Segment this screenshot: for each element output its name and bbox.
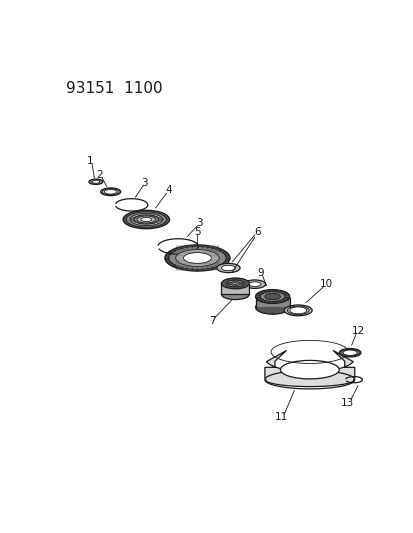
- Ellipse shape: [284, 305, 311, 316]
- Ellipse shape: [289, 307, 306, 314]
- Text: 10: 10: [319, 279, 332, 289]
- Ellipse shape: [92, 180, 100, 183]
- Text: 7: 7: [208, 316, 215, 326]
- Ellipse shape: [232, 280, 237, 282]
- Polygon shape: [255, 298, 289, 308]
- Ellipse shape: [221, 278, 249, 289]
- Ellipse shape: [137, 216, 155, 223]
- Ellipse shape: [89, 179, 103, 184]
- Text: 12: 12: [351, 326, 364, 336]
- Ellipse shape: [225, 280, 244, 287]
- Ellipse shape: [126, 212, 166, 227]
- Ellipse shape: [221, 289, 249, 300]
- Ellipse shape: [243, 280, 265, 288]
- Ellipse shape: [255, 301, 289, 314]
- Text: 2: 2: [96, 170, 103, 180]
- Ellipse shape: [100, 188, 121, 196]
- Ellipse shape: [164, 245, 230, 271]
- Polygon shape: [221, 284, 249, 294]
- Ellipse shape: [221, 265, 235, 271]
- Ellipse shape: [104, 189, 116, 194]
- Ellipse shape: [130, 213, 162, 225]
- Text: 13: 13: [340, 398, 354, 408]
- Ellipse shape: [216, 263, 240, 273]
- Ellipse shape: [237, 282, 243, 285]
- Ellipse shape: [227, 282, 232, 285]
- Ellipse shape: [264, 294, 280, 300]
- Ellipse shape: [232, 285, 237, 287]
- Ellipse shape: [248, 282, 260, 287]
- Ellipse shape: [255, 289, 289, 303]
- Text: 6: 6: [253, 227, 260, 237]
- Text: 93151  1100: 93151 1100: [66, 81, 162, 96]
- Ellipse shape: [260, 292, 284, 302]
- Text: 11: 11: [274, 413, 287, 422]
- Text: 5: 5: [194, 227, 200, 237]
- Ellipse shape: [342, 350, 356, 356]
- Ellipse shape: [176, 249, 218, 266]
- Text: 3: 3: [141, 177, 148, 188]
- Ellipse shape: [140, 217, 151, 221]
- Ellipse shape: [280, 360, 339, 379]
- Ellipse shape: [339, 349, 360, 357]
- Ellipse shape: [133, 215, 158, 224]
- Text: 9: 9: [256, 268, 263, 278]
- Ellipse shape: [123, 210, 169, 229]
- Ellipse shape: [169, 246, 225, 270]
- Text: 1: 1: [86, 156, 93, 166]
- Text: 3: 3: [195, 217, 202, 228]
- Text: 4: 4: [165, 185, 172, 195]
- Polygon shape: [264, 350, 354, 386]
- Ellipse shape: [183, 253, 211, 263]
